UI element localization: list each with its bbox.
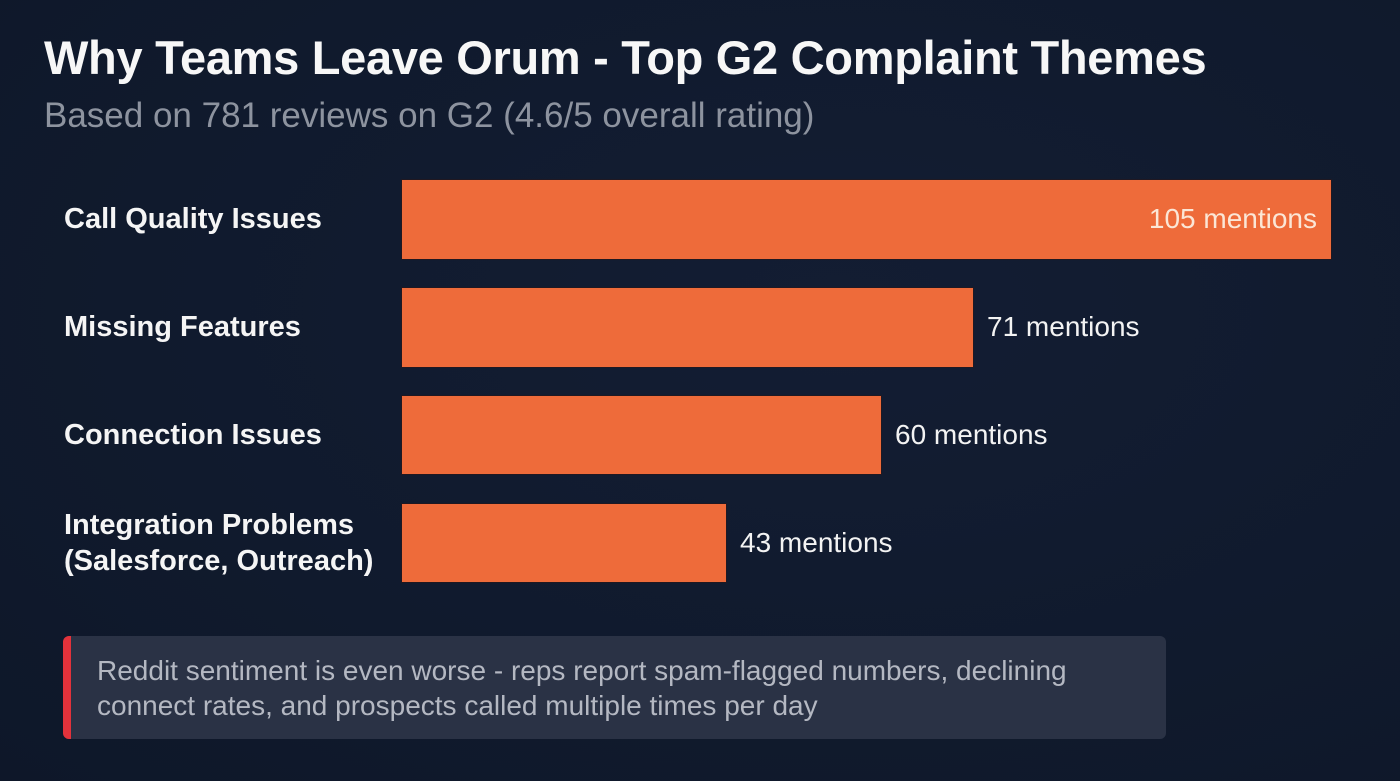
bar-label: Missing Features <box>64 311 301 343</box>
bar-row: Connection Issues 60 mentions <box>0 396 1400 474</box>
bar-value-label: 71 mentions <box>987 311 1140 342</box>
bar-label-line1: Integration Problems <box>64 509 355 541</box>
chart-title: Why Teams Leave Orum - Top G2 Complaint … <box>44 31 1207 84</box>
bar-value-label: 105 mentions <box>1148 203 1317 234</box>
bar-row: Integration Problems (Salesforce, Outrea… <box>0 504 1400 582</box>
bar-label-line2: (Salesforce, Outreach) <box>64 545 374 577</box>
bar-row: Call Quality Issues 105 mentions <box>0 180 1400 259</box>
bar-label: Integration Problems (Salesforce, Outrea… <box>64 507 373 579</box>
chart-subtitle: Based on 781 reviews on G2 (4.6/5 overal… <box>44 96 815 135</box>
callout-note: Reddit sentiment is even worse - reps re… <box>63 636 1166 739</box>
bar-value-label: 60 mentions <box>895 419 1048 450</box>
callout-text: Reddit sentiment is even worse - reps re… <box>97 655 1067 721</box>
callout-accent-bar <box>63 636 71 739</box>
bar <box>402 504 726 582</box>
bar: 105 mentions <box>402 180 1331 259</box>
bar-label: Connection Issues <box>64 419 322 451</box>
bar-row: Missing Features 71 mentions <box>0 288 1400 367</box>
bar <box>402 288 973 367</box>
bar-label: Call Quality Issues <box>64 203 322 235</box>
bar-value-label: 43 mentions <box>740 527 893 558</box>
bar <box>402 396 881 474</box>
